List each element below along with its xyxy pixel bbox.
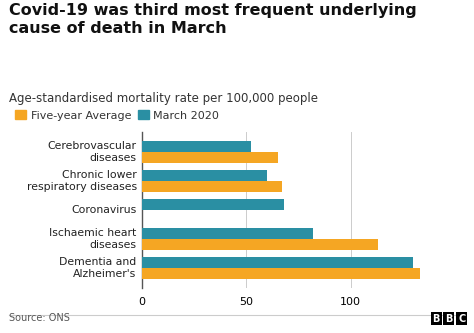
- Text: Source: ONS: Source: ONS: [9, 313, 70, 323]
- Bar: [142, 228, 313, 239]
- Text: Age-standardised mortality rate per 100,000 people: Age-standardised mortality rate per 100,…: [9, 92, 319, 105]
- Text: B: B: [432, 314, 440, 324]
- Text: C: C: [458, 314, 465, 324]
- Text: Covid-19 was third most frequent underlying
cause of death in March: Covid-19 was third most frequent underly…: [9, 3, 417, 36]
- Text: B: B: [445, 314, 453, 324]
- Bar: [142, 181, 282, 192]
- Bar: [142, 170, 267, 181]
- Legend: Five-year Average, March 2020: Five-year Average, March 2020: [15, 111, 219, 121]
- Bar: [142, 268, 419, 279]
- Bar: [142, 199, 284, 210]
- Bar: [142, 257, 413, 268]
- Bar: [142, 141, 251, 152]
- Bar: [142, 152, 278, 163]
- Bar: [142, 239, 378, 250]
